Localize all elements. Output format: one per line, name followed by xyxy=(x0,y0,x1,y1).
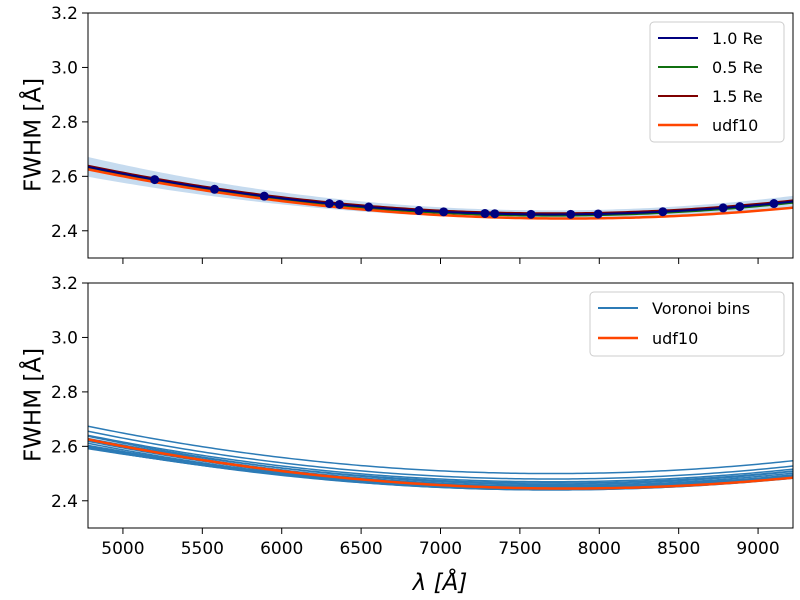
legend-label-15re: 1.5 Re xyxy=(712,87,763,106)
top-marker-8780 xyxy=(718,203,728,213)
top-ytick-label-2.4: 2.4 xyxy=(51,222,78,242)
bottom-xlabel: λ [Å] xyxy=(411,568,468,596)
voronoi-bin-line-1 xyxy=(88,425,793,475)
bottom-xtick-label-8000: 8000 xyxy=(578,539,621,559)
bottom-line-udf10 xyxy=(88,438,793,490)
bottom-ytick-label-3.0: 3.0 xyxy=(51,328,78,348)
top-ytick-label-2.6: 2.6 xyxy=(51,167,78,187)
top-ylabel: FWHM [Å] xyxy=(19,78,47,192)
top-marker-6864 xyxy=(414,206,424,216)
top-ytick-label-3.0: 3.0 xyxy=(51,58,78,78)
top-marker-5200 xyxy=(150,175,160,185)
bottom-xtick-label-8500: 8500 xyxy=(657,539,700,559)
top-marker-6300 xyxy=(324,199,334,209)
top-marker-6548 xyxy=(364,202,374,212)
panel-top: 2.4 2.6 2.8 3.0 3.2 FWHM [Å] 1.0 Re 0.5 Re 1… xyxy=(19,4,794,264)
top-marker-7570 xyxy=(526,209,536,219)
top-ytick-label-3.2: 3.2 xyxy=(51,4,78,24)
bottom-xtick-label-6000: 6000 xyxy=(260,539,303,559)
top-marker-7280 xyxy=(480,208,490,218)
bottom-legend-box xyxy=(589,291,785,357)
voronoi-bin-line-3 xyxy=(88,434,793,483)
top-marker-7993 xyxy=(593,209,603,219)
bottom-ytick-label-2.8: 2.8 xyxy=(51,383,78,403)
top-line-udf10 xyxy=(88,168,793,220)
bottom-ytick-label-2.6: 2.6 xyxy=(51,437,78,457)
top-marker-9100 xyxy=(769,199,779,209)
top-ytick-label-2.8: 2.8 xyxy=(51,113,78,133)
voronoi-bin-line-2 xyxy=(88,430,793,480)
bottom-xtick-label-6500: 6500 xyxy=(339,539,382,559)
bottom-ytick-label-3.2: 3.2 xyxy=(51,274,78,294)
legend-label-udf10-top: udf10 xyxy=(712,116,758,135)
top-marker-5890 xyxy=(259,191,269,201)
panel-bottom: 5000 5500 6000 6500 7000 7500 8000 8500 9000 2.4… xyxy=(19,274,794,596)
legend-label-1re: 1.0 Re xyxy=(712,29,763,48)
bottom-xtick-label-7000: 7000 xyxy=(419,539,462,559)
top-marker-7342 xyxy=(490,209,500,219)
legend-label-05re: 0.5 Re xyxy=(712,58,763,77)
bottom-ylabel: FWHM [Å] xyxy=(19,348,47,462)
bottom-ytick-label-2.4: 2.4 xyxy=(51,492,78,512)
top-marker-7020 xyxy=(439,207,449,217)
top-marker-8400 xyxy=(658,207,668,217)
bottom-xtick-label-5000: 5000 xyxy=(101,539,144,559)
bottom-xtick-label-9000: 9000 xyxy=(736,539,779,559)
top-marker-5577 xyxy=(210,184,220,194)
legend-label-udf10-bottom: udf10 xyxy=(652,329,698,348)
bottom-xtick-label-7500: 7500 xyxy=(498,539,541,559)
top-marker-7820 xyxy=(566,209,576,219)
bottom-legend: Voronoi bins udf10 xyxy=(589,291,785,357)
bottom-xtick-label-5500: 5500 xyxy=(181,539,224,559)
voronoi-bin-line-13 xyxy=(88,447,793,487)
top-legend: 1.0 Re 0.5 Re 1.5 Re udf10 xyxy=(649,21,785,143)
legend-label-voronoi: Voronoi bins xyxy=(652,299,750,318)
top-legend-box xyxy=(649,21,785,143)
top-marker-8885 xyxy=(735,202,745,212)
top-marker-6364 xyxy=(335,199,345,209)
voronoi-bin-line-15 xyxy=(88,437,793,484)
